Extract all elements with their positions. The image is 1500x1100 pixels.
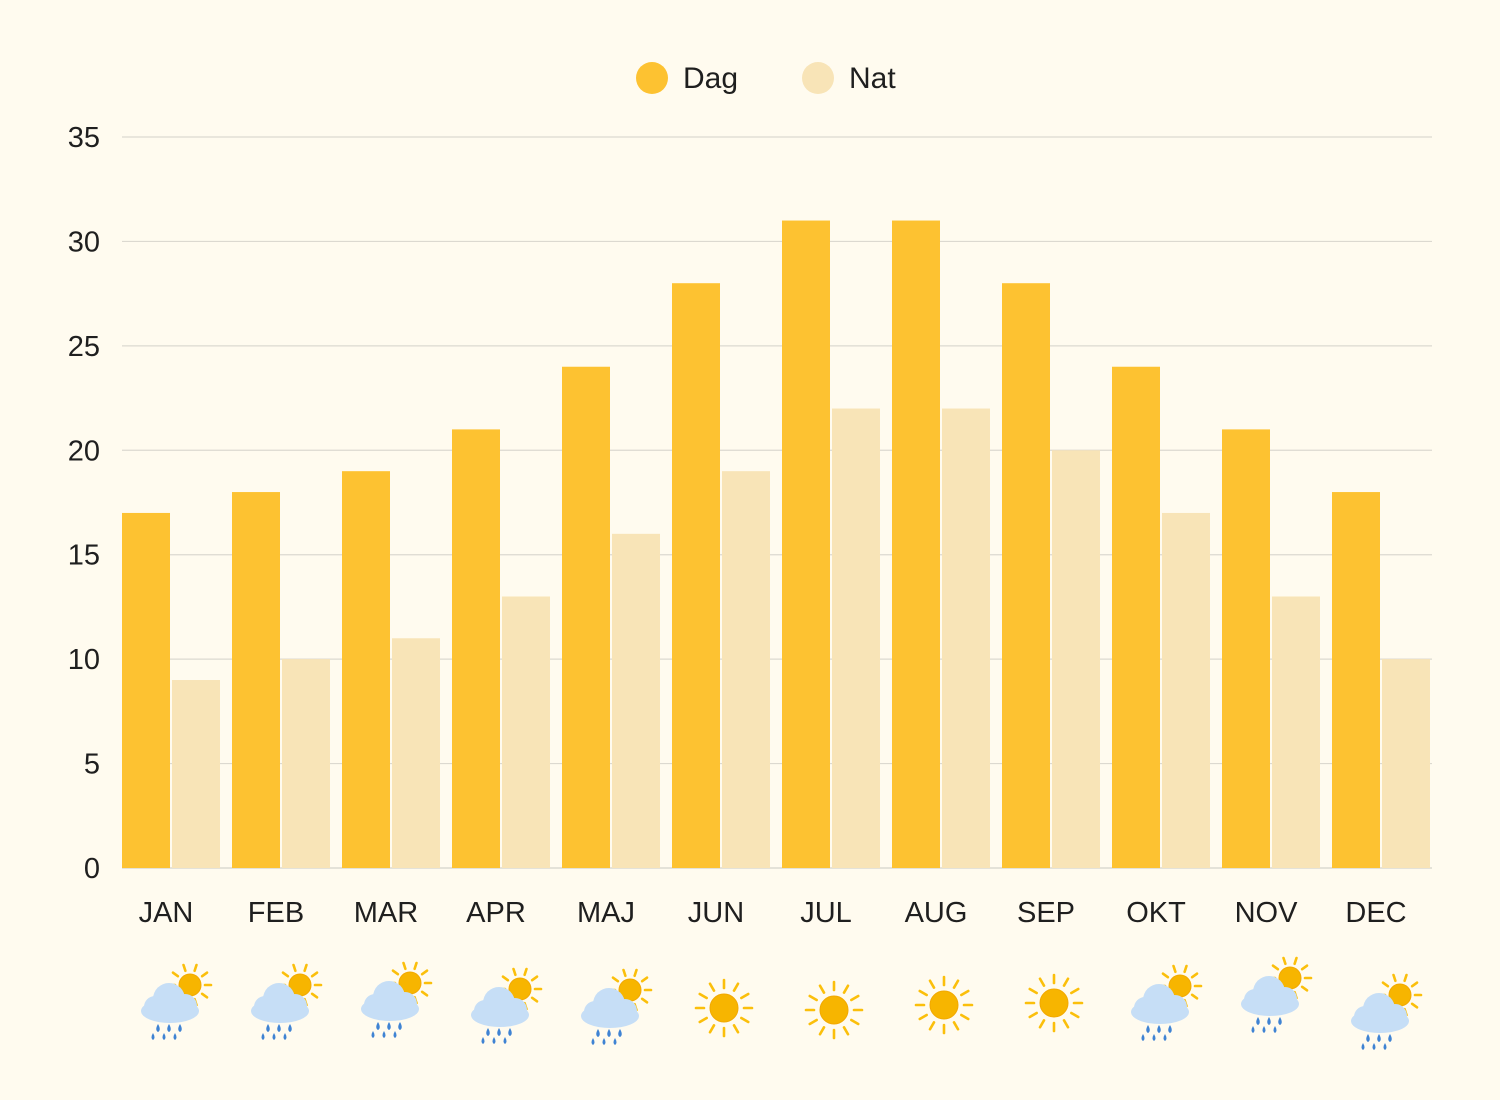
rain-sun-icon [471,967,543,1044]
bar-dag-nov [1222,429,1270,868]
x-tick-label: JAN [139,897,194,929]
y-tick-label: 5 [84,749,100,781]
chart-legend: Dag Nat [636,62,896,95]
bar-nat-aug [942,408,990,868]
y-tick-label: 25 [68,331,100,363]
legend-marker [802,62,834,94]
bar-dag-apr [452,429,500,868]
rain-sun-icon [1131,964,1203,1041]
y-tick-label: 10 [68,644,100,676]
bar-nat-maj [612,533,660,868]
bar-nat-apr [502,596,550,868]
rain-sun-icon [251,963,323,1040]
chart-gridlines [122,136,1432,869]
bar-dag-okt [1112,366,1160,868]
rain-sun-icon [581,968,653,1045]
bar-dag-jun [672,283,720,868]
x-tick-label: SEP [1017,897,1075,929]
bar-dag-dec [1332,492,1380,868]
x-tick-label: FEB [248,897,304,929]
rain-sun-icon [361,961,433,1038]
sun-icon [694,978,754,1038]
y-tick-label: 15 [68,540,100,572]
sun-icon [1024,973,1084,1033]
x-tick-label: APR [466,897,526,929]
y-tick-label: 35 [68,122,100,154]
x-tick-label: JUN [688,897,744,929]
rain-sun-icon [141,963,213,1040]
chart-bars [122,220,1430,869]
bar-nat-dec [1382,659,1430,868]
x-tick-label: JUL [800,897,852,929]
legend-label: Dag [683,62,738,95]
bar-dag-jan [122,512,170,868]
bar-nat-sep [1052,450,1100,868]
rain-sun-icon [1351,973,1423,1050]
x-axis-ticks: JAN FEB MAR APR MAJ JUN JUL AUG SEP OKT NOV DEC [139,897,1407,929]
x-tick-label: MAR [354,897,418,929]
bar-dag-jul [782,220,830,869]
bar-nat-jan [172,680,220,868]
legend-label: Nat [849,62,896,95]
y-axis-ticks: 0 5 10 15 20 25 30 35 [68,122,100,885]
bar-dag-maj [562,366,610,868]
legend-marker [636,62,668,94]
bar-nat-jul [832,408,880,868]
y-tick-label: 0 [84,853,100,885]
bar-nat-feb [282,659,330,868]
bar-dag-feb [232,492,280,868]
y-tick-label: 30 [68,226,100,258]
sun-icon [914,975,974,1035]
bar-nat-nov [1272,596,1320,868]
bar-nat-mar [392,638,440,868]
bar-dag-sep [1002,283,1050,868]
x-tick-label: OKT [1126,897,1186,929]
legend-item-0: Dag [636,62,738,95]
bar-dag-aug [892,220,940,869]
rain-sun-icon [1241,956,1313,1033]
bar-nat-jun [722,471,770,868]
x-tick-label: DEC [1345,897,1406,929]
x-tick-label: MAJ [577,897,635,929]
bar-nat-okt [1162,512,1210,868]
x-tick-label: NOV [1235,897,1299,929]
sun-icon [804,980,864,1040]
y-tick-label: 20 [68,435,100,467]
weather-icons-row [141,956,1423,1050]
bar-dag-mar [342,471,390,868]
x-tick-label: AUG [905,897,968,929]
legend-item-1: Nat [802,62,896,95]
